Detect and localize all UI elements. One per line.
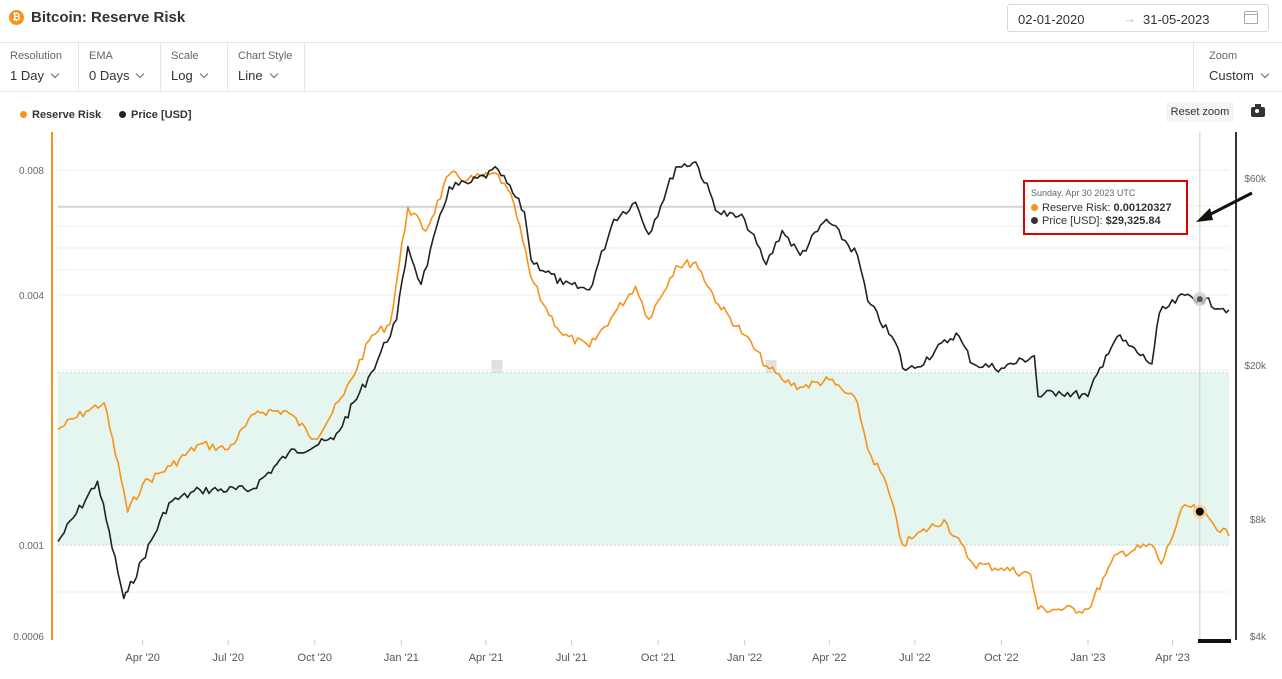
end-date-input[interactable]: 31-05-2023 <box>1143 12 1210 27</box>
tooltip-row-price: Price [USD]: $29,325.84 <box>1031 215 1161 227</box>
ema-label: EMA <box>89 50 113 62</box>
tooltip: Sunday, Apr 30 2023 UTC Reserve Risk: 0.… <box>1023 180 1188 235</box>
resolution-label: Resolution <box>10 50 62 62</box>
tooltip-price-value: $29,325.84 <box>1105 215 1161 227</box>
x-tick-label: Jan '21 <box>384 652 419 664</box>
zoom-select[interactable]: Zoom Custom <box>1193 42 1282 91</box>
x-tick-label: Oct '22 <box>984 652 1019 664</box>
resolution-value-text: 1 Day <box>10 68 44 83</box>
y-right-tick-label: $4k <box>1250 632 1267 643</box>
bitcoin-icon: ₿ <box>9 10 24 25</box>
resolution-value[interactable]: 1 Day <box>10 68 60 83</box>
chart-style-label: Chart Style <box>238 50 293 62</box>
y-right-tick-label: $8k <box>1250 515 1267 526</box>
legend-label: Price [USD] <box>131 109 192 121</box>
reserve-risk-line <box>57 170 1230 614</box>
price-hover-marker <box>1196 296 1203 303</box>
reset-zoom-button[interactable]: Reset zoom <box>1166 102 1234 122</box>
camera-icon[interactable] <box>1251 104 1265 117</box>
x-tick-label: Oct '21 <box>641 652 676 664</box>
x-tick-label: Oct '20 <box>298 652 333 664</box>
date-range-picker[interactable]: 02-01-2020 → 31-05-2023 <box>1007 4 1269 32</box>
x-tick-label: Jan '22 <box>727 652 762 664</box>
x-tick-label: Apr '23 <box>1155 652 1190 664</box>
legend-dot-icon <box>119 111 126 118</box>
x-tick-label: Apr '20 <box>125 652 160 664</box>
scale-label: Scale <box>171 50 199 62</box>
tooltip-dot-icon <box>1031 217 1038 224</box>
legend-label: Reserve Risk <box>32 109 102 121</box>
chart-style-select[interactable]: Chart Style Line <box>228 42 305 91</box>
chart-controls: Resolution 1 Day EMA 0 Days Scale Log Ch… <box>0 42 1282 92</box>
y-left-tick-label: 0.004 <box>19 291 44 302</box>
risk-band <box>58 372 1229 545</box>
legend-item-reserve-risk[interactable]: Reserve Risk <box>20 109 101 121</box>
x-tick-label: Jul '22 <box>899 652 930 664</box>
legend-item-price[interactable]: Price [USD] <box>119 109 192 121</box>
reserve-risk-hover-marker <box>1195 507 1204 516</box>
tooltip-rr-value: 0.00120327 <box>1113 202 1172 214</box>
y-left-tick-label: 0.001 <box>19 541 44 552</box>
annotation-arrow <box>1204 191 1253 219</box>
zoom-value[interactable]: Custom <box>1209 68 1270 83</box>
scale-select[interactable]: Scale Log <box>161 42 228 91</box>
ema-select[interactable]: EMA 0 Days <box>79 42 161 91</box>
y-left-tick-label: 0.0006 <box>13 632 44 643</box>
tooltip-rr-label: Reserve Risk: <box>1042 202 1111 214</box>
ema-value-text: 0 Days <box>89 68 130 83</box>
legend-dot-icon <box>20 111 27 118</box>
scale-value[interactable]: Log <box>171 68 208 83</box>
annotation-arrowhead <box>1196 208 1213 222</box>
x-tick-label: Jan '23 <box>1070 652 1105 664</box>
x-tick-label: Apr '21 <box>469 652 504 664</box>
tooltip-date: Sunday, Apr 30 2023 UTC <box>1031 188 1136 198</box>
ema-value[interactable]: 0 Days <box>89 68 145 83</box>
arrow-right-icon: → <box>1123 11 1136 26</box>
x-tick-label: Jul '20 <box>213 652 244 664</box>
tooltip-price-label: Price [USD]: <box>1042 215 1103 227</box>
tooltip-row-reserve-risk: Reserve Risk: 0.00120327 <box>1031 202 1172 214</box>
y-right-tick-label: $20k <box>1244 361 1267 372</box>
page-title: Bitcoin: Reserve Risk <box>31 9 186 26</box>
scale-value-text: Log <box>171 68 193 83</box>
zoom-value-text: Custom <box>1209 68 1254 83</box>
chart-style-value[interactable]: Line <box>238 68 278 83</box>
header-bar: ₿ Bitcoin: Reserve Risk 02-01-2020 → 31-… <box>0 0 1282 43</box>
x-tick-label: Apr '22 <box>812 652 847 664</box>
start-date-input[interactable]: 02-01-2020 <box>1018 12 1085 27</box>
chart-style-value-text: Line <box>238 68 263 83</box>
x-tick-label: Jul '21 <box>556 652 587 664</box>
tooltip-dot-icon <box>1031 204 1038 211</box>
y-right-tick-label: $60k <box>1244 174 1267 185</box>
zoom-label: Zoom <box>1209 50 1238 62</box>
resolution-select[interactable]: Resolution 1 Day <box>0 42 79 91</box>
y-left-tick-label: 0.008 <box>19 166 44 177</box>
calendar-icon[interactable] <box>1244 11 1258 24</box>
price-line <box>57 161 1230 600</box>
